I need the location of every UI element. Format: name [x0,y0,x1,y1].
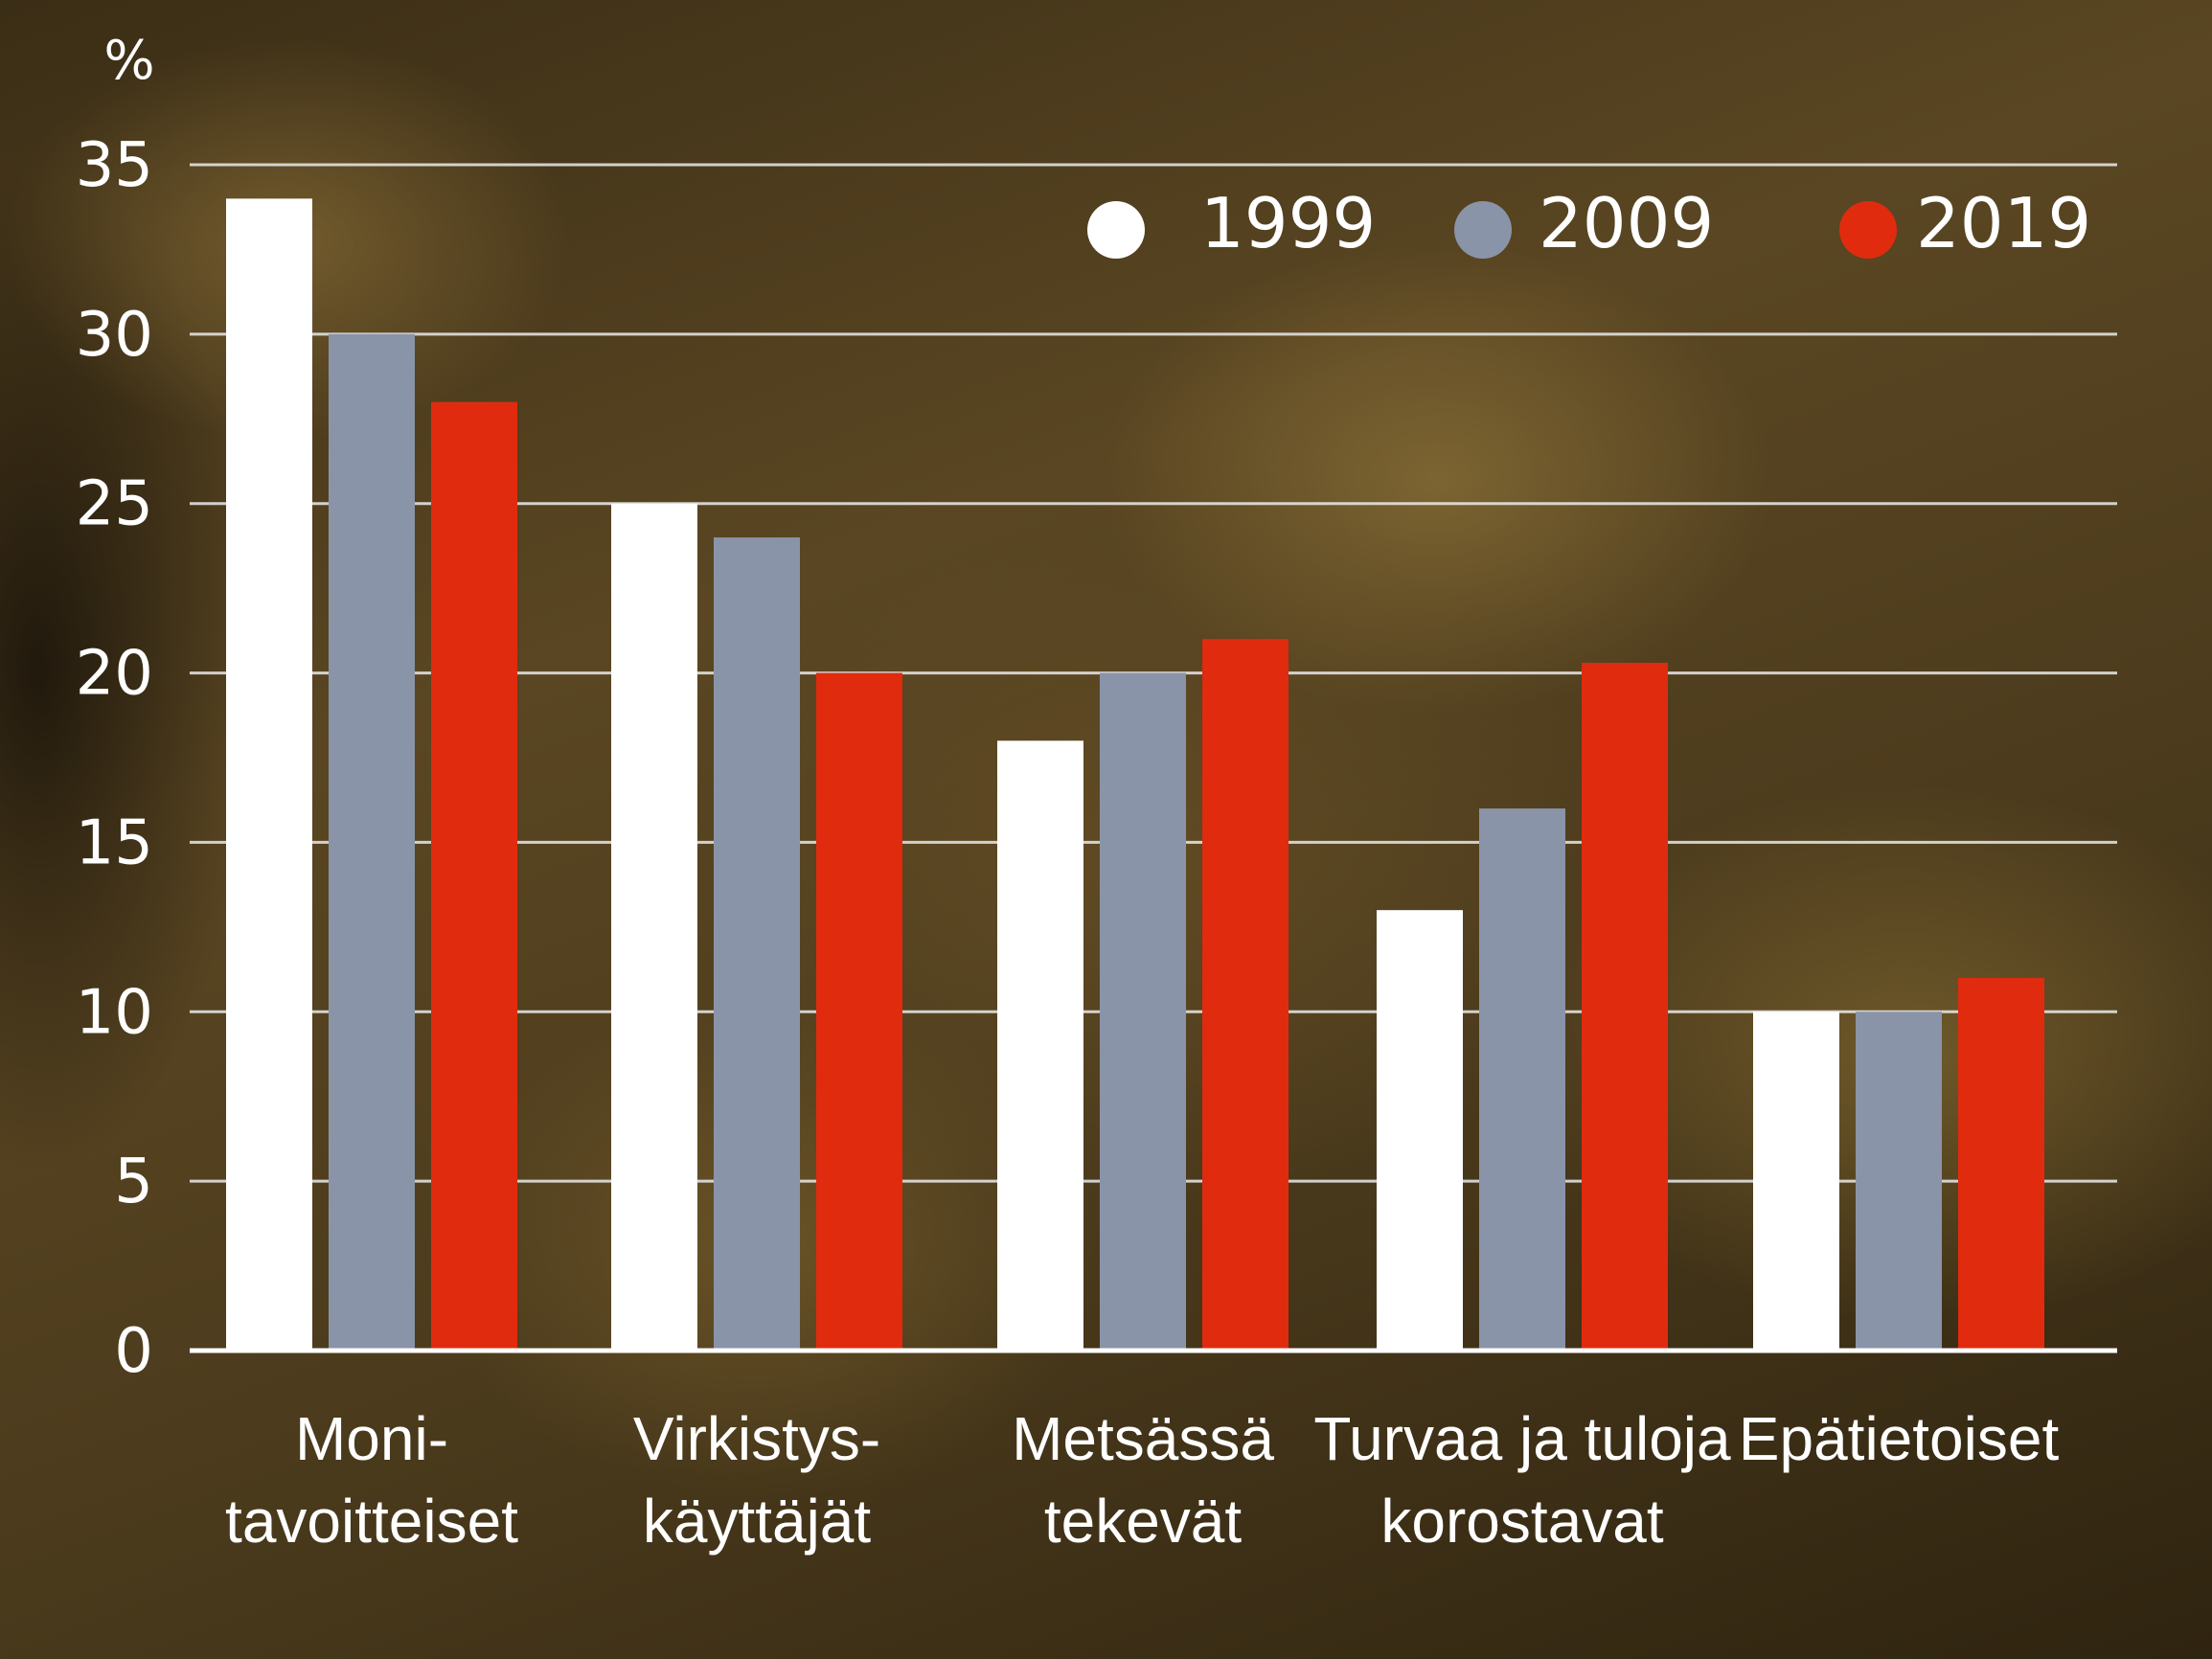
bar-virkistys-1999 [611,503,697,1351]
y-tick-label: 0 [114,1316,153,1387]
y-tick-label: 30 [76,300,153,371]
y-axis-label: % [103,30,154,92]
bar-epätietoiset-1999 [1753,1011,1839,1351]
bar-metsässä-1999 [997,740,1083,1351]
y-tick-label: 10 [76,977,153,1048]
legend: 1999 2009 2019 [1087,183,2091,263]
category-label: Epätietoiset [1739,1404,2060,1473]
legend-marker-2009 [1454,201,1512,259]
legend-marker-2019 [1839,201,1897,259]
category-label: Turvaa ja tuloja [1313,1404,1731,1473]
y-tick-label: 15 [76,807,153,878]
bars [226,198,2044,1352]
y-tick-label: 35 [76,130,153,201]
legend-label-1999: 1999 [1200,183,1376,263]
bar-virkistys-2009 [714,537,800,1351]
legend-label-2009: 2009 [1539,183,1714,263]
y-tick-label: 20 [76,639,153,710]
y-tick-label: 5 [114,1147,153,1217]
y-axis: 35 30 25 20 15 10 5 0% [76,30,2117,1387]
category-label: Metsässä [1012,1404,1274,1473]
bar-epätietoiset-2009 [1856,1011,1942,1351]
legend-label-2019: 2019 [1916,183,2091,263]
bar-metsässä-2009 [1100,672,1186,1351]
bar-metsässä-2019 [1202,639,1288,1351]
bar-turvaa-ja-tuloja-2009 [1479,808,1565,1351]
bar-moni-2009 [329,333,415,1351]
bar-epätietoiset-2019 [1958,977,2044,1351]
x-axis-labels: Moni-tavoitteiset Virkistys-käyttäjät Mets… [225,1404,2059,1556]
bar-virkistys-2019 [816,672,902,1351]
legend-marker-1999 [1087,201,1145,259]
category-label: Moni- [295,1404,448,1473]
category-label: käyttäjät [643,1487,872,1556]
bar-moni-2019 [431,401,517,1352]
y-tick-label: 25 [76,469,153,540]
bar-moni-1999 [226,198,312,1351]
category-label: Virkistys- [633,1404,880,1473]
bar-turvaa-ja-tuloja-2019 [1582,662,1668,1351]
category-label: korostavat [1380,1487,1663,1556]
category-label: tekevät [1044,1487,1243,1556]
category-label: tavoitteiset [225,1487,518,1556]
bar-turvaa-ja-tuloja-1999 [1377,910,1463,1351]
